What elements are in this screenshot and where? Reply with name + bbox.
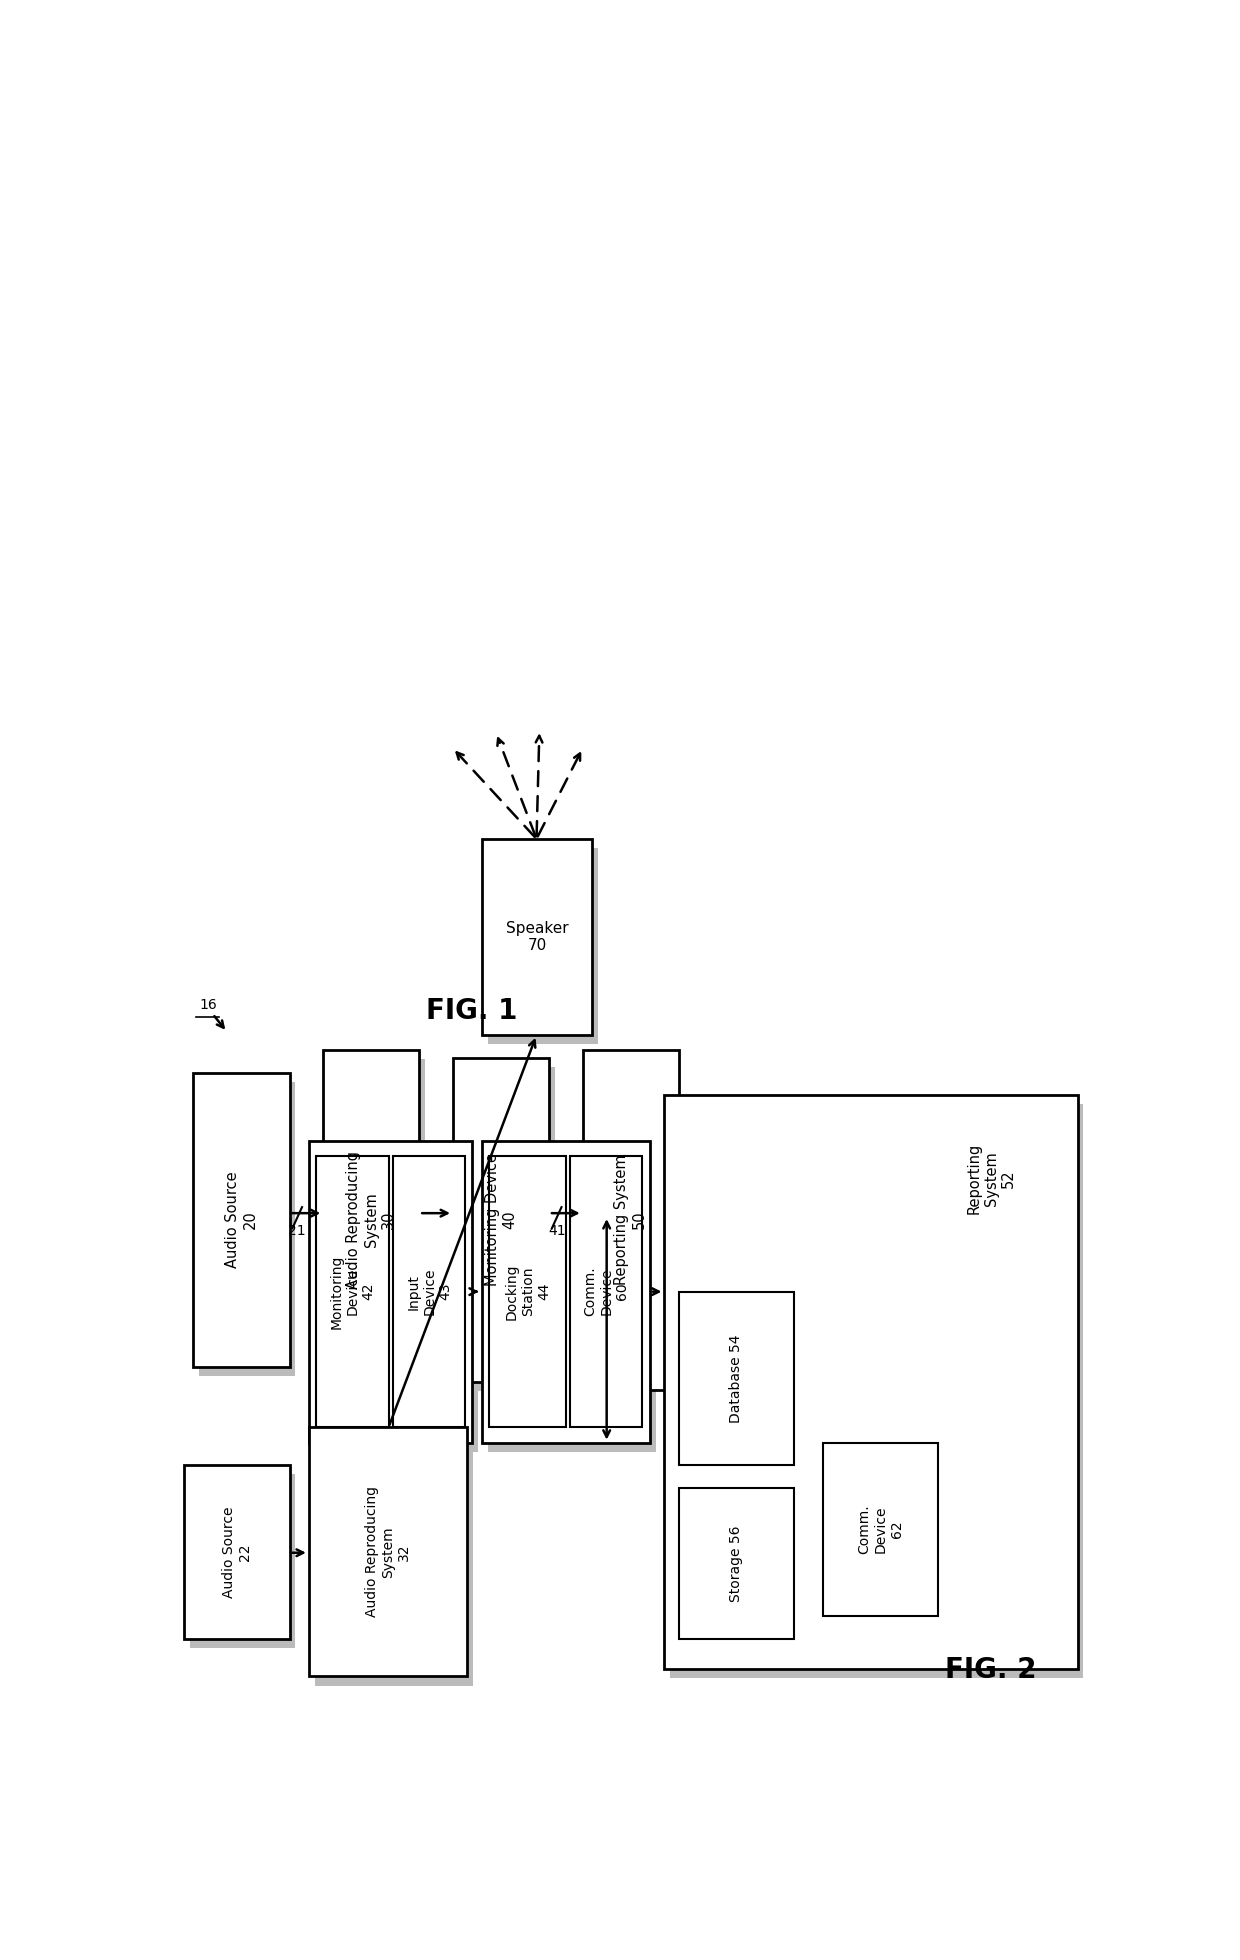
Text: Speaker
70: Speaker 70 [506,921,568,953]
Bar [823,1443,939,1617]
Bar [324,1051,419,1390]
Bar [316,1156,388,1427]
Bar [329,1058,425,1399]
Text: Database 54: Database 54 [729,1335,744,1423]
Text: Audio Reproducing
System
30: Audio Reproducing System 30 [346,1151,396,1290]
Bar [670,1105,1084,1678]
Text: Comm.
Device
62: Comm. Device 62 [857,1505,904,1554]
Text: Monitoring Device
40: Monitoring Device 40 [485,1152,517,1286]
Bar [393,1156,465,1427]
Bar [315,1437,474,1686]
Text: Docking
Station
44: Docking Station 44 [505,1264,551,1319]
Text: 16: 16 [198,998,217,1011]
Text: FIG. 2: FIG. 2 [945,1656,1037,1684]
Text: Audio Source
20: Audio Source 20 [226,1172,258,1268]
Bar [309,1427,467,1676]
Bar [490,1156,567,1427]
Text: Audio Source
22: Audio Source 22 [222,1505,252,1597]
Bar [678,1292,794,1466]
Bar [481,1141,650,1443]
Bar [309,1141,472,1443]
Text: Monitoring
Device
42: Monitoring Device 42 [330,1254,376,1329]
Text: Comm.
Device
60: Comm. Device 60 [583,1266,630,1317]
Bar [315,1151,477,1452]
Bar [583,1051,678,1390]
Text: Reporting System
50: Reporting System 50 [615,1154,647,1286]
Bar [459,1066,554,1392]
Bar [487,1151,656,1452]
Bar [678,1488,794,1639]
Bar [481,839,593,1035]
Bar [570,1156,642,1427]
Bar [665,1096,1078,1668]
Text: Storage 56: Storage 56 [729,1525,744,1601]
Text: Reporting
System
52: Reporting System 52 [966,1143,1016,1213]
Text: Audio Reproducing
System
32: Audio Reproducing System 32 [365,1486,412,1617]
Bar [487,849,598,1045]
Bar [200,1082,295,1376]
Text: 21: 21 [289,1225,306,1239]
Text: Input
Device
43: Input Device 43 [407,1268,453,1315]
Text: FIG. 1: FIG. 1 [427,998,518,1025]
Bar [184,1466,289,1639]
Text: 41: 41 [548,1225,565,1239]
Bar [190,1474,295,1648]
Bar [193,1072,290,1368]
Bar [453,1058,549,1382]
